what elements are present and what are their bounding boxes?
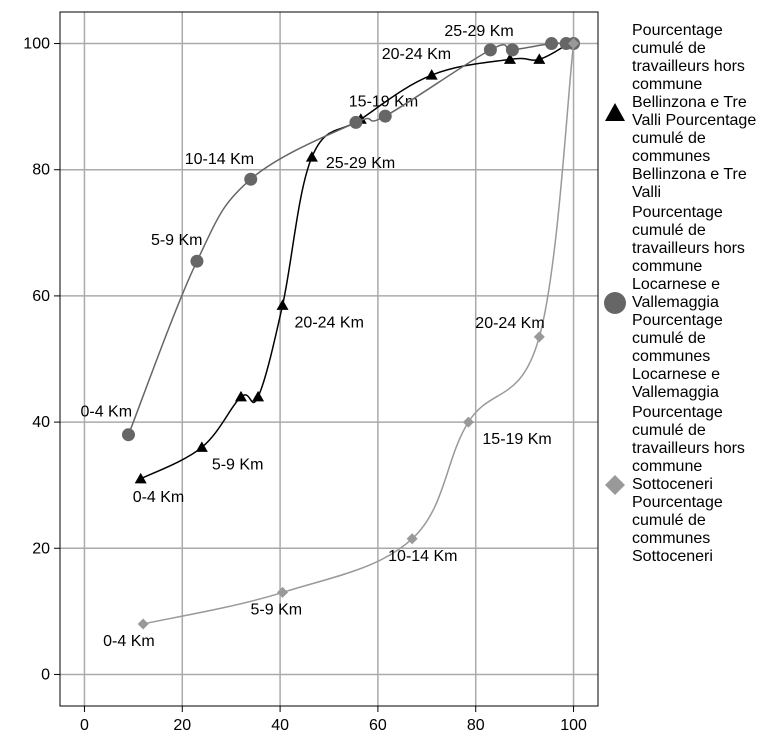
data-point [234, 390, 247, 402]
data-label: 5-9 Km [251, 601, 303, 618]
chart: 0 20 40 60 80 100 0 20 40 60 80 100 0-4 Km 5-9 Km 20-2… [23, 11, 599, 734]
data-label: 20-24 Km [382, 46, 451, 63]
data-label: 15-19 Km [482, 431, 551, 448]
y-tick-label: 20 [32, 540, 50, 557]
data-label: 25-29 Km [444, 23, 513, 40]
data-label: 20-24 Km [295, 314, 364, 331]
data-label: 25-29 Km [326, 155, 395, 172]
x-tick-label: 0 [80, 717, 89, 734]
data-point [533, 331, 545, 343]
legend-label: Pourcentage cumulé de travailleurs hors … [632, 204, 745, 401]
data-label: 5-9 Km [212, 456, 264, 473]
data-point [503, 53, 516, 64]
data-point [244, 172, 258, 186]
legend: Pourcentage cumulé de travailleurs hors … [600, 22, 770, 568]
data-point [305, 151, 318, 162]
series-circle: 0-4 Km 5-9 Km 10-14 Km 25-29 Km [80, 23, 581, 442]
legend-label: Pourcentage cumulé de travailleurs hors … [632, 22, 757, 201]
series-triangle: 0-4 Km 5-9 Km 20-24 Km 25-29 Km 15-19 Km 20-2… [133, 37, 575, 506]
data-point [568, 38, 580, 50]
data-point [349, 115, 363, 129]
data-point [483, 43, 497, 57]
data-point [134, 472, 147, 484]
y-tick-label: 40 [32, 414, 50, 431]
data-point [252, 390, 265, 402]
data-label: 0-4 Km [103, 633, 155, 650]
x-tick-label: 80 [467, 717, 485, 734]
legend-entry: Pourcentage cumulé de travailleurs hors … [600, 204, 770, 402]
y-tick-label: 100 [23, 36, 50, 53]
data-label: 10-14 Km [185, 151, 254, 168]
data-point [425, 69, 438, 80]
x-tick-label: 100 [560, 717, 587, 734]
legend-entry: Pourcentage cumulé de travailleurs hors … [600, 404, 770, 566]
x-tick-label: 60 [369, 717, 387, 734]
series-diamond: 0-4 Km 5-9 Km 10-14 Km 15-19 Km 20-24 Km [103, 38, 580, 650]
data-point [406, 533, 418, 545]
data-label: 5-9 Km [151, 232, 203, 249]
legend-diamond-icon [605, 475, 625, 495]
data-point [137, 618, 149, 630]
legend-label: Pourcentage cumulé de travailleurs hors … [632, 404, 745, 565]
data-point [533, 53, 546, 64]
legend-entry: Pourcentage cumulé de travailleurs hors … [600, 22, 770, 202]
legend-circle-icon [604, 292, 626, 314]
data-point [190, 254, 204, 268]
data-point [195, 441, 208, 452]
x-tick-label: 40 [271, 717, 289, 734]
legend-triangle-icon [605, 103, 625, 121]
plot-area [59, 11, 599, 707]
x-tick-label: 20 [173, 717, 191, 734]
data-point [121, 428, 135, 442]
y-tick-label: 80 [32, 162, 50, 179]
y-tick-label: 60 [32, 288, 50, 305]
data-point [276, 299, 289, 310]
data-label: 0-4 Km [133, 489, 185, 506]
plot-frame [59, 11, 599, 707]
data-label: 10-14 Km [388, 548, 457, 565]
data-point [378, 109, 392, 123]
data-point [505, 43, 519, 57]
data-point [462, 416, 474, 428]
data-point [277, 586, 289, 598]
y-tick-label: 0 [41, 666, 50, 683]
data-label: 20-24 Km [475, 315, 544, 332]
data-point [545, 37, 559, 51]
data-label: 0-4 Km [80, 404, 132, 421]
